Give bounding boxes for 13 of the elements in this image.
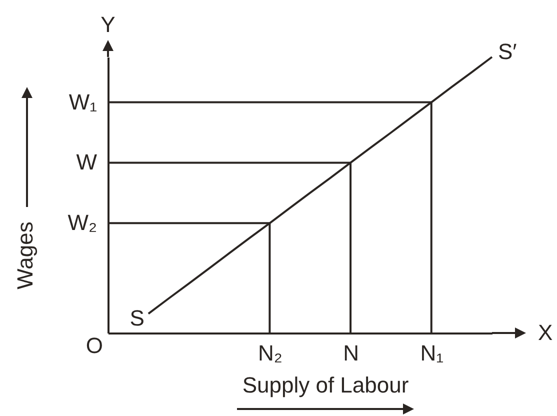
text: X bbox=[538, 320, 553, 345]
x-tick-label: N₁ bbox=[420, 340, 444, 366]
x-tick-label: N₂ bbox=[258, 340, 282, 366]
text: Y bbox=[100, 12, 116, 37]
text: W₁ bbox=[68, 89, 97, 114]
y-axis-title: Wages bbox=[12, 222, 38, 290]
text: W₂ bbox=[68, 210, 97, 236]
x-axis-title: Supply of Labour bbox=[242, 372, 409, 398]
text: W bbox=[76, 150, 98, 175]
annotation: S bbox=[130, 306, 144, 331]
x-tick-label: N bbox=[343, 340, 359, 366]
text: O bbox=[86, 333, 103, 358]
text: S′ bbox=[498, 39, 517, 64]
